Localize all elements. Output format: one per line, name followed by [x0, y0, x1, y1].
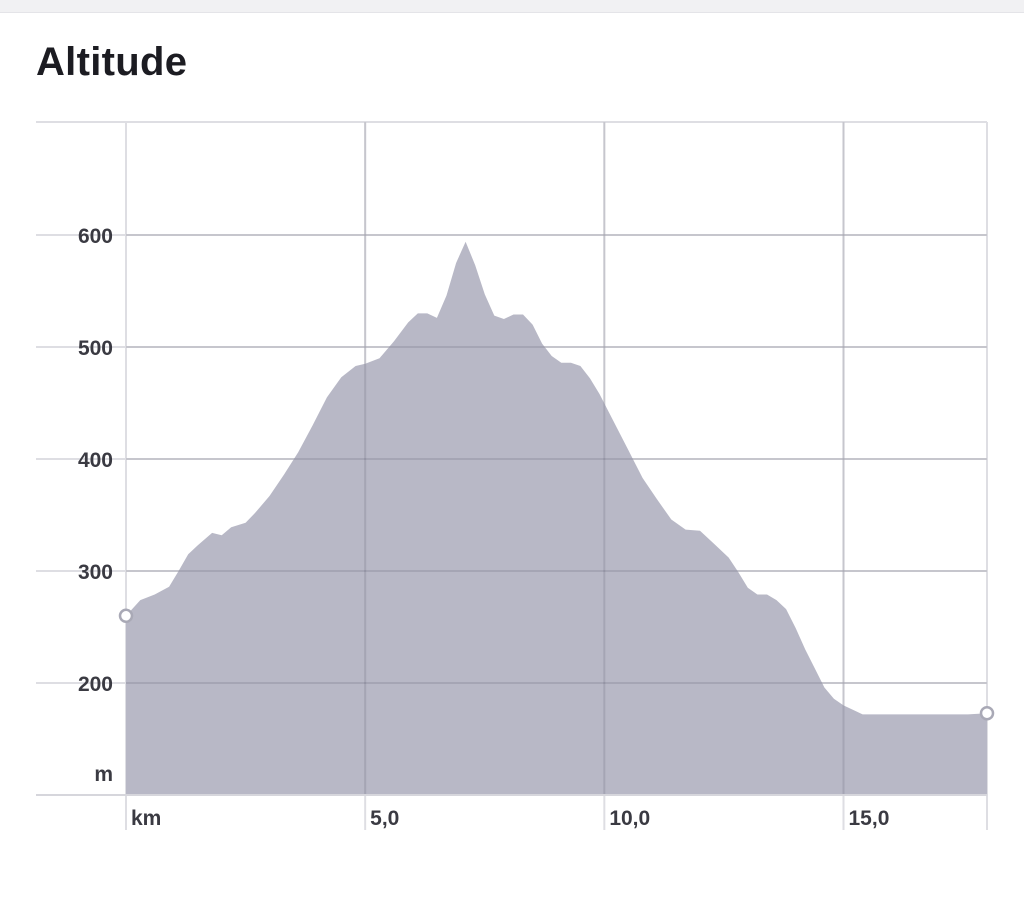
- x-tick-label-15: 15,0: [849, 807, 890, 830]
- altitude-area: [126, 122, 987, 795]
- y-tick-label-300: 300: [78, 561, 113, 584]
- axis-labels: 200 300 400 500 600 mkm 5,0 10,0 15,0: [78, 225, 889, 830]
- y-tick-label-500: 500: [78, 337, 113, 360]
- x-tick-label-5: 5,0: [370, 807, 399, 830]
- x-tick-label-10: 10,0: [609, 807, 650, 830]
- altitude-area-fill: [126, 241, 987, 795]
- start-point-marker: [118, 608, 134, 624]
- endpoint-markers: [118, 608, 995, 721]
- x-axis-unit-label: km: [131, 807, 161, 830]
- y-axis-unit-label: m: [94, 763, 113, 786]
- y-tick-label-200: 200: [78, 673, 113, 696]
- top-strip: [0, 0, 1024, 13]
- y-tick-label-400: 400: [78, 449, 113, 472]
- y-tick-label-600: 600: [78, 225, 113, 248]
- chart-title: Altitude: [36, 40, 188, 84]
- end-point-marker: [979, 705, 995, 721]
